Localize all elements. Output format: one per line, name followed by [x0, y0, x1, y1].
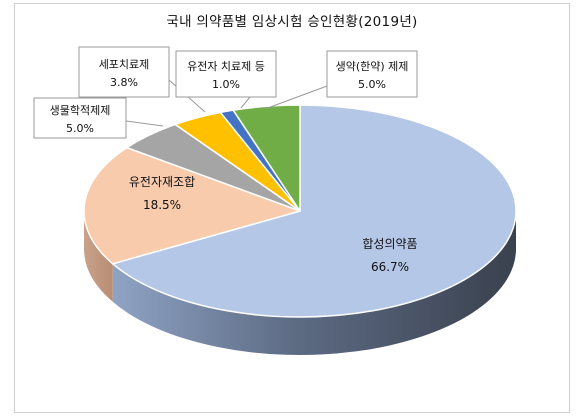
chart-title: 국내 의약품별 임상시험 승인현황(2019년) — [166, 14, 418, 30]
slice-5-name-label: 유전자 치료제 등 — [187, 60, 265, 73]
slice-2-side — [84, 211, 113, 302]
slice-3-name-label: 생물학적제제 — [50, 104, 111, 117]
slice-6-value-label: 5.0% — [358, 78, 386, 91]
slice-5-callout: 유전자 치료제 등 1.0% — [175, 50, 277, 109]
slice-4-callout: 세포치료제 3.8% — [78, 46, 206, 113]
slice-6-leader-line — [264, 85, 328, 110]
slice-1-side — [112, 211, 516, 355]
slice-6-callout-box — [326, 50, 418, 98]
slice-1-name-label: 합성의약품 — [362, 236, 417, 251]
slice-3-value-label: 5.0% — [66, 122, 94, 135]
slice-4-callout-box — [78, 46, 170, 98]
slice-6-callout: 생약(한약) 제제 5.0% — [264, 50, 418, 110]
slice-5-leader-line — [240, 96, 251, 109]
slice-3-leader-line — [125, 120, 164, 127]
slice-2-value-label: 18.5% — [143, 198, 181, 212]
slice-4-name-label: 세포치료제 — [99, 58, 150, 71]
slice-2-top[interactable] — [83, 146, 301, 265]
slice-6-top[interactable] — [232, 104, 301, 212]
slice-3-callout: 생물학적제제 5.0% — [33, 97, 164, 139]
slice-5-value-label: 1.0% — [212, 78, 240, 91]
slice-2-name-label: 유전자재조합 — [129, 175, 195, 189]
slice-6-name-label: 생약(한약) 제제 — [336, 59, 409, 73]
slice-3-callout-box — [33, 97, 127, 139]
slice-1-value-label: 66.7% — [371, 260, 409, 274]
slice-5-callout-box — [175, 50, 277, 98]
slice-1-top[interactable] — [111, 104, 517, 318]
slice-4-value-label: 3.8% — [110, 76, 138, 89]
